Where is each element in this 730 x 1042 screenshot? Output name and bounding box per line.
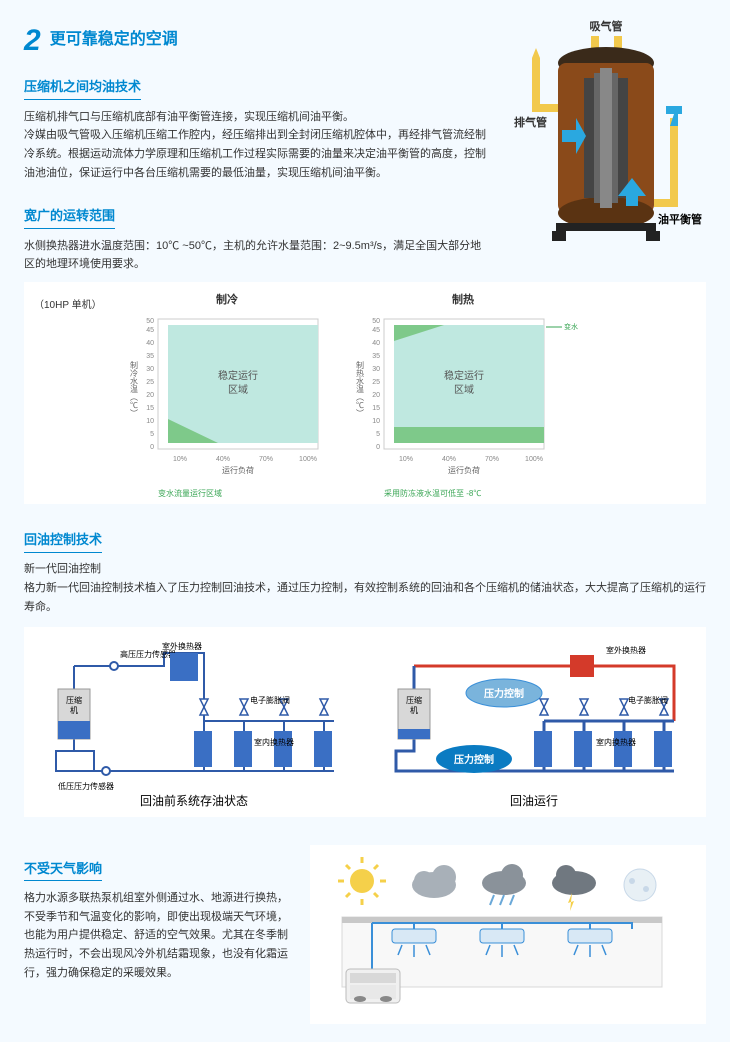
indoor-unit-icon (392, 929, 436, 957)
sub4-p1: 格力水源多联热泵机组室外侧通过水、地源进行换热，不受季节和气温变化的影响，即使出… (24, 889, 294, 982)
left-diag-title: 回油前系统存油状态 (140, 793, 248, 808)
rain-cloud-icon (482, 864, 526, 905)
heating-x-label: 运行负荷 (448, 465, 480, 475)
right-compressor-label: 压缩 (406, 695, 422, 705)
cooling-title: 制冷 (122, 292, 332, 309)
heating-region-label: 稳定运行 (444, 369, 484, 382)
suction-label: 吸气管 (590, 19, 623, 33)
svg-text:15: 15 (372, 405, 380, 412)
svg-text:40: 40 (146, 340, 154, 347)
right-pc-2: 压力控制 (454, 753, 494, 766)
section-title: 更可靠稳定的空调 (50, 28, 178, 52)
right-valve-label: 电子膨胀阀 (628, 695, 668, 705)
heating-chart: 制热 稳定运行 区域 0 5 10 15 (348, 292, 578, 500)
sub3-subhead: 新一代回油控制 (24, 561, 706, 578)
svg-text:50: 50 (146, 318, 154, 325)
svg-text:45: 45 (372, 327, 380, 334)
svg-text:40%: 40% (442, 456, 456, 463)
indoor-unit-icon (480, 929, 524, 957)
svg-text:30: 30 (372, 366, 380, 373)
svg-text:35: 35 (146, 353, 154, 360)
svg-text:70%: 70% (259, 456, 273, 463)
svg-text:0: 0 (376, 444, 380, 451)
heating-title: 制热 (348, 292, 578, 309)
cooling-x-label: 运行负荷 (222, 465, 254, 475)
svg-text:0: 0 (150, 444, 154, 451)
storm-cloud-icon (552, 865, 596, 911)
svg-text:区域: 区域 (228, 383, 248, 396)
left-valve-label: 电子膨胀阀 (250, 695, 290, 705)
svg-text:5: 5 (150, 431, 154, 438)
charts-model-label: （10HP 单机） (34, 292, 114, 313)
svg-text:50: 50 (372, 318, 380, 325)
cooling-chart: 制冷 稳定运行 区域 0 5 10 15 (122, 292, 332, 500)
svg-text:15: 15 (146, 405, 154, 412)
weather-illustration (310, 845, 706, 1025)
operation-range-charts: （10HP 单机） 制冷 稳定运行 区域 0 5 1 (24, 282, 706, 504)
svg-text:10%: 10% (399, 456, 413, 463)
svg-text:10: 10 (146, 418, 154, 425)
left-compressor-label: 压缩 (66, 695, 82, 705)
compressor-illustration: 吸气管 排气管 (506, 18, 706, 274)
svg-text:机: 机 (70, 705, 78, 715)
left-indoor-label: 室内换热器 (254, 737, 294, 747)
svg-text:100%: 100% (299, 456, 317, 463)
oil-return-diagrams: 压缩 机 高压压力传感器 低压压力传感器 室外换热器 电子膨胀阀 室内换热 (24, 627, 706, 817)
svg-text:20: 20 (146, 392, 154, 399)
svg-text:45: 45 (146, 327, 154, 334)
sub1-p1: 压缩机排气口与压缩机底部有油平衡管连接，实现压缩机间油平衡。 (24, 108, 490, 127)
svg-text:10%: 10% (173, 456, 187, 463)
snow-icon (624, 869, 656, 901)
svg-text:30: 30 (146, 366, 154, 373)
right-indoor-label: 室内换热器 (596, 737, 636, 747)
left-lowp-label: 低压压力传感器 (58, 781, 114, 791)
right-diag-title: 回油运行 (510, 794, 558, 808)
right-outdoor-label: 室外换热器 (606, 645, 646, 655)
section-number: 2 (24, 18, 41, 63)
sub2-title: 宽广的运转范围 (24, 206, 115, 229)
cooling-bottom-note: 变水流量运行区域 (158, 488, 332, 500)
sub3-title: 回油控制技术 (24, 530, 102, 553)
heating-bottom-note: 采用防冻液水温可低至 -8℃ (384, 488, 578, 500)
svg-text:70%: 70% (485, 456, 499, 463)
left-outdoor-label: 室外换热器 (162, 641, 202, 651)
svg-text:25: 25 (372, 379, 380, 386)
svg-text:20: 20 (372, 392, 380, 399)
indoor-unit-icon (568, 929, 612, 957)
heating-y-label: 制热水温（℃） (356, 360, 365, 417)
sun-icon (338, 857, 386, 905)
sub3-p1: 格力新一代回油控制技术植入了压力控制回油技术，通过压力控制，有效控制系统的回油和… (24, 579, 706, 616)
cloud-icon (412, 865, 456, 898)
sub1-p2: 冷媒由吸气管吸入压缩机压缩工作腔内，经压缩排出到全封闭压缩机腔体中，再经排气管流… (24, 126, 490, 182)
balance-label: 油平衡管 (658, 212, 702, 226)
cooling-y-label: 制冷水温（℃） (130, 360, 139, 417)
oil-running-diagram: 压缩 机 室外换热器 压力控制 压力控制 电子膨胀阀 室内换热器 (374, 641, 694, 811)
right-pc-1: 压力控制 (484, 687, 524, 700)
sub4-title: 不受天气影响 (24, 859, 102, 882)
svg-text:区域: 区域 (454, 383, 474, 396)
exhaust-label: 排气管 (514, 115, 547, 129)
svg-text:35: 35 (372, 353, 380, 360)
cooling-region-label: 稳定运行 (218, 369, 258, 382)
svg-text:100%: 100% (525, 456, 543, 463)
svg-text:10: 10 (372, 418, 380, 425)
svg-text:40: 40 (372, 340, 380, 347)
oil-before-diagram: 压缩 机 高压压力传感器 低压压力传感器 室外换热器 电子膨胀阀 室内换热 (34, 641, 354, 811)
sub2-p1: 水侧换热器进水温度范围：10℃ ~50℃，主机的允许水量范围：2~9.5m³/s… (24, 237, 490, 274)
sub1-title: 压缩机之间均油技术 (24, 77, 141, 100)
heating-top-note: 变水流量运行区域 (564, 322, 578, 331)
svg-text:5: 5 (376, 431, 380, 438)
section-header: 2 更可靠稳定的空调 (24, 18, 490, 63)
svg-text:40%: 40% (216, 456, 230, 463)
svg-text:机: 机 (410, 705, 418, 715)
svg-text:25: 25 (146, 379, 154, 386)
